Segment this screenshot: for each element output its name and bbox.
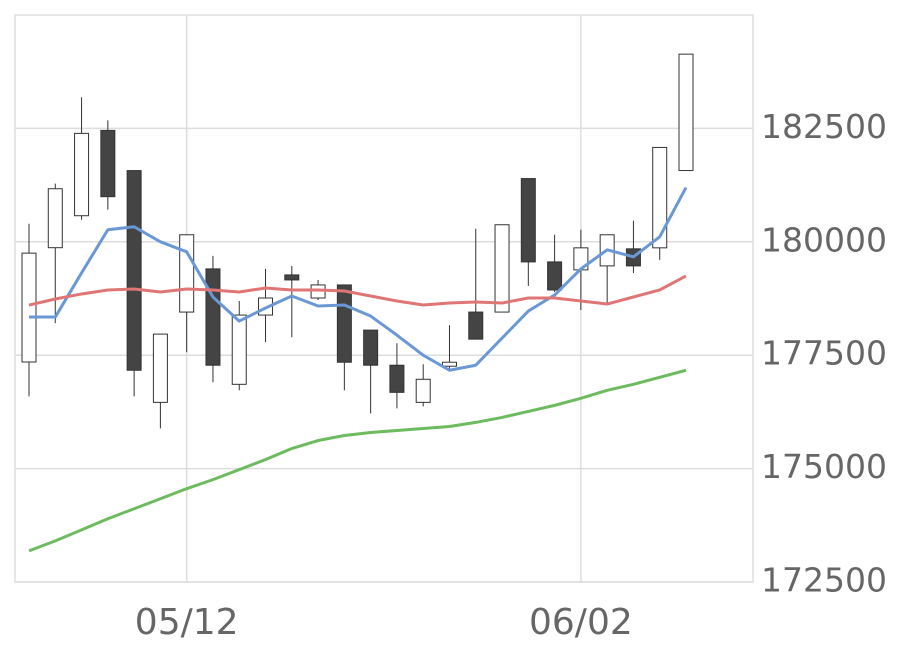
y-tick-label: 175000 [761, 447, 887, 486]
y-tick-label: 177500 [761, 334, 887, 373]
candle-body [520, 178, 536, 263]
candle-body [284, 274, 300, 281]
y-tick-label: 180000 [761, 220, 887, 259]
candle-body [126, 170, 142, 371]
candle-body [74, 132, 90, 217]
candle-body [21, 252, 37, 363]
candle-body [494, 224, 510, 313]
candle-body [389, 364, 405, 393]
candle-body [100, 129, 116, 198]
x-tick-label: 06/02 [529, 602, 633, 643]
candle-body [678, 53, 694, 172]
line-series [29, 186, 688, 372]
line-series [28, 274, 687, 307]
x-tick-label: 05/12 [135, 602, 239, 643]
candle-body [415, 378, 431, 403]
candle-body [205, 268, 221, 366]
candle-body [152, 333, 168, 403]
candle-body [179, 234, 195, 313]
candle-body [47, 188, 63, 249]
candle-body [336, 284, 352, 363]
y-tick-label: 182500 [761, 107, 887, 146]
plot-frame [14, 14, 754, 583]
line-series [28, 368, 687, 553]
candle-body [547, 261, 563, 291]
candle-body [652, 146, 668, 249]
candle-body [468, 311, 484, 340]
y-tick-label: 172500 [761, 561, 887, 600]
candle-body [363, 329, 379, 366]
candle-body [231, 314, 247, 385]
candle-body [441, 361, 457, 367]
